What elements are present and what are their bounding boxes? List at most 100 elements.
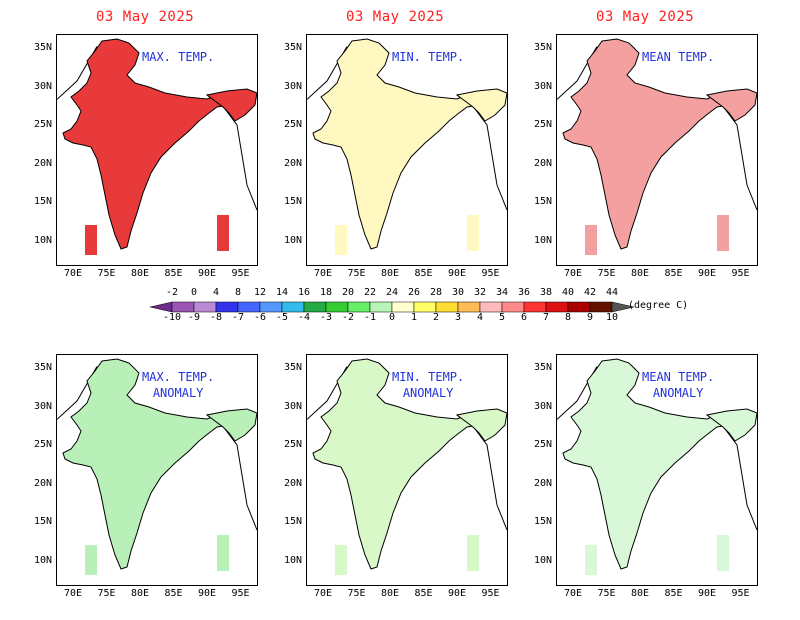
colorbar-anomaly-label: 1 <box>410 312 418 323</box>
colorbar-swatch <box>545 301 569 313</box>
lon-tick-label: 80E <box>380 588 400 599</box>
map-label-line: ANOMALY <box>152 386 204 400</box>
lon-tick-label: 95E <box>481 268 500 279</box>
lon-tick-label: 90E <box>697 588 717 599</box>
map-label-line: ANOMALY <box>402 386 454 400</box>
lat-tick-label: 35N <box>283 362 302 373</box>
date-title: 03 May 2025 <box>96 9 195 25</box>
colorbar-anomaly-label: 4 <box>476 312 484 323</box>
map-label: MAX. TEMP. <box>142 49 214 65</box>
colorbar-temp-label: 22 <box>363 287 377 298</box>
lat-tick-label: 35N <box>533 42 552 53</box>
colorbar-swatch <box>215 301 239 313</box>
lon-tick-label: 75E <box>347 588 366 599</box>
islands-box <box>217 535 229 571</box>
colorbar-temp-label: 30 <box>451 287 465 298</box>
colorbar-temp-label: 40 <box>561 287 575 298</box>
islands-box <box>335 545 347 575</box>
lon-tick-label: 85E <box>414 588 433 599</box>
lon-tick-label: 80E <box>130 588 150 599</box>
lon-tick-label: 85E <box>164 588 183 599</box>
colorbar-swatch <box>391 301 415 313</box>
colorbar-swatch <box>171 301 195 313</box>
lon-tick-label: 75E <box>97 268 116 279</box>
lat-tick-label: 15N <box>33 196 52 207</box>
map-frame: MIN. TEMP. <box>306 34 508 266</box>
islands-box <box>585 545 597 575</box>
lon-tick-label: 95E <box>731 268 750 279</box>
map-frame: MEAN TEMP. ANOMALY <box>556 354 758 586</box>
lon-tick-label: 70E <box>313 588 333 599</box>
lat-tick-label: 35N <box>533 362 552 373</box>
colorbar-anomaly-label: 0 <box>388 312 396 323</box>
lat-tick-label: 10N <box>283 554 302 566</box>
map-panel: 03 May 2025 MAX. TEMP. 35N 30N 25N 20N 15N 10N… <box>0 0 258 300</box>
map-label: MEAN TEMP. ANOMALY <box>642 369 714 401</box>
lat-tick-label: 15N <box>33 516 52 527</box>
lon-tick-label: 70E <box>563 268 583 279</box>
northeast-region <box>205 408 257 442</box>
colorbar-swatch <box>193 301 217 313</box>
northeast-region <box>455 88 507 122</box>
india-outline <box>312 358 488 570</box>
colorbar-temp-label: 0 <box>190 287 198 298</box>
lat-tick-label: 30N <box>283 400 302 412</box>
colorbar-swatch <box>303 301 327 313</box>
lon-tick-label: 90E <box>697 268 717 279</box>
colorbar-temp-label: 44 <box>605 287 619 298</box>
lon-tick-label: 85E <box>664 268 683 279</box>
colorbar-temp-label: 4 <box>212 287 220 298</box>
lon-tick-label: 80E <box>630 268 650 279</box>
lon-tick-label: 75E <box>597 588 616 599</box>
map-frame: MAX. TEMP. ANOMALY <box>56 354 258 586</box>
map-label-line: MIN. TEMP. <box>392 370 465 384</box>
colorbar-temp-label: 8 <box>234 287 242 298</box>
colorbar-temp-label: 42 <box>583 287 597 298</box>
colorbar-anomaly-label: -8 <box>209 312 223 323</box>
colorbar-anomaly-label: -4 <box>297 312 311 323</box>
lat-tick-label: 25N <box>533 439 552 450</box>
colorbar: -2 0 4 8 12 14 16 18 20 22 24 26 28 30 32 34 36 38 40 42 44-… <box>140 287 688 328</box>
lat-tick-label: 15N <box>533 516 552 527</box>
lat-tick-label: 20N <box>33 477 52 489</box>
lat-tick-label: 20N <box>283 477 302 489</box>
colorbar-swatch <box>589 301 613 313</box>
lon-tick-label: 85E <box>664 588 683 599</box>
lat-tick-label: 10N <box>533 554 552 566</box>
lon-tick-label: 80E <box>130 268 150 279</box>
islands-box <box>85 545 97 575</box>
colorbar-anomaly-label: -2 <box>341 312 355 323</box>
map-label-line: MEAN TEMP. <box>642 370 715 384</box>
lon-tick-label: 80E <box>380 268 400 279</box>
colorbar-anomaly-label: 5 <box>498 312 506 323</box>
colorbar-anomaly-label: 7 <box>542 312 550 323</box>
colorbar-anomaly-label: 2 <box>432 312 440 323</box>
lon-tick-label: 70E <box>313 268 333 279</box>
northeast-region <box>455 408 507 442</box>
map-frame: MEAN TEMP. <box>556 34 758 266</box>
colorbar-temp-label: 12 <box>253 287 267 298</box>
lat-tick-label: 25N <box>33 119 52 130</box>
lon-tick-label: 90E <box>197 268 217 279</box>
india-outline <box>312 38 488 250</box>
colorbar-swatch <box>457 301 481 313</box>
colorbar-temp-label: 28 <box>429 287 443 298</box>
lat-tick-label: 30N <box>533 400 552 412</box>
lon-tick-label: 80E <box>630 588 650 599</box>
map-panel: MAX. TEMP. ANOMALY 35N 30N 25N 20N 15N 10N 70E 75… <box>0 320 258 620</box>
map-panel: MIN. TEMP. ANOMALY 35N 30N 25N 20N 15N 10N 70E 75… <box>250 320 508 620</box>
lat-tick-label: 35N <box>33 362 52 373</box>
lat-tick-label: 20N <box>533 157 552 169</box>
map-label: MIN. TEMP. ANOMALY <box>392 369 464 401</box>
islands-box <box>717 215 729 251</box>
colorbar-anomaly-label: -9 <box>187 312 201 323</box>
colorbar-swatch <box>435 301 459 313</box>
colorbar-swatch <box>237 301 261 313</box>
map-label: MAX. TEMP. ANOMALY <box>142 369 214 401</box>
islands-box <box>467 215 479 251</box>
colorbar-swatch <box>523 301 547 313</box>
colorbar-temp-label: 18 <box>319 287 333 298</box>
lon-tick-label: 95E <box>731 588 750 599</box>
india-outline <box>62 358 238 570</box>
lat-tick-label: 10N <box>33 234 52 246</box>
